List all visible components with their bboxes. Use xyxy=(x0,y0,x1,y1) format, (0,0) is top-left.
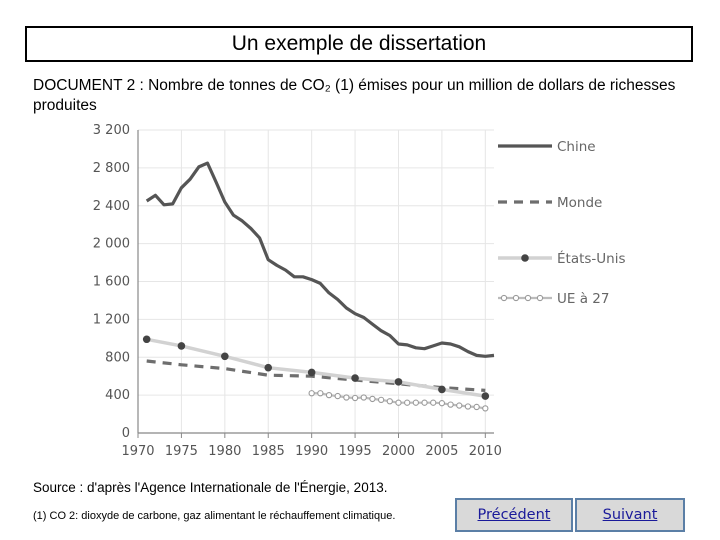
point-etats-unis xyxy=(142,335,151,344)
x-tick-label: 1995 xyxy=(339,444,372,459)
x-tick-label: 1990 xyxy=(295,444,328,459)
point-ue27 xyxy=(360,394,367,401)
y-tick-label: 1 200 xyxy=(93,312,130,327)
legend-label: Monde xyxy=(557,195,602,211)
document-title: DOCUMENT 2 : Nombre de tonnes de CO₂ (1)… xyxy=(33,77,676,114)
legend-marker-etats-unis xyxy=(521,254,529,262)
point-ue27 xyxy=(386,398,393,405)
chart-series xyxy=(142,161,495,412)
x-tick-label: 1975 xyxy=(165,444,198,459)
chart-axes: 0 400 800 1 200 1 600 2 000 2 400 2 800 3 200 197… xyxy=(93,123,502,459)
point-ue27 xyxy=(404,399,411,406)
point-ue27 xyxy=(473,403,480,411)
point-etats-unis xyxy=(221,352,229,361)
y-tick-label: 2 800 xyxy=(93,161,130,176)
x-tick-label: 2000 xyxy=(382,444,415,459)
point-etats-unis xyxy=(438,385,446,394)
point-ue27 xyxy=(482,405,489,412)
point-etats-unis xyxy=(481,392,490,400)
point-ue27 xyxy=(438,400,446,407)
x-tick-label: 1970 xyxy=(121,444,154,459)
point-ue27 xyxy=(308,390,315,397)
point-ue27 xyxy=(369,395,376,403)
chart-legend: Chine Monde États-Unis UE à 27 xyxy=(498,139,626,307)
legend-marker-ue27 xyxy=(500,294,508,302)
y-tick-label: 1 600 xyxy=(93,275,130,290)
x-tick-label: 1985 xyxy=(252,444,285,459)
point-ue27 xyxy=(377,396,385,404)
title-box: Un exemple de dissertation xyxy=(25,26,693,62)
point-ue27 xyxy=(464,403,472,410)
point-etats-unis xyxy=(307,368,316,377)
legend-label: UE à 27 xyxy=(557,291,609,307)
legend-marker-ue27 xyxy=(512,294,520,302)
y-tick-label: 3 200 xyxy=(93,123,130,138)
point-ue27 xyxy=(334,392,341,400)
page-title: Un exemple de dissertation xyxy=(231,32,487,55)
y-tick-label: 2 400 xyxy=(93,199,130,214)
next-button[interactable]: Suivant xyxy=(575,498,685,532)
point-ue27 xyxy=(343,394,350,401)
y-tick-label: 400 xyxy=(105,388,130,403)
source-text: Source : d'après l'Agence Internationale… xyxy=(33,480,388,495)
previous-button[interactable]: Précédent xyxy=(455,498,573,532)
legend-marker-ue27 xyxy=(524,294,532,302)
x-tick-label: 1980 xyxy=(208,444,241,459)
series-line-0 xyxy=(145,161,495,358)
footnote-text: (1) CO 2: dioxyde de carbone, gaz alimen… xyxy=(33,510,396,522)
y-tick-label: 800 xyxy=(105,350,130,365)
y-tick-label: 2 000 xyxy=(93,237,130,252)
legend-label: États-Unis xyxy=(557,250,626,267)
point-etats-unis xyxy=(264,363,273,372)
point-etats-unis xyxy=(177,342,186,350)
point-etats-unis xyxy=(394,378,403,386)
point-etats-unis xyxy=(351,374,359,382)
x-tick-label: 2010 xyxy=(469,444,502,459)
point-ue27 xyxy=(317,390,324,397)
point-ue27 xyxy=(395,399,402,406)
point-ue27 xyxy=(325,391,333,399)
point-ue27 xyxy=(447,401,454,408)
x-tick-label: 2005 xyxy=(425,444,458,459)
point-ue27 xyxy=(351,394,359,402)
point-ue27 xyxy=(430,399,437,406)
point-ue27 xyxy=(456,402,463,409)
point-ue27 xyxy=(412,399,420,406)
legend-label: Chine xyxy=(557,139,596,155)
point-ue27 xyxy=(421,399,428,406)
series-line-1 xyxy=(146,359,486,392)
chart-grid xyxy=(137,129,494,434)
co2-chart: 0 400 800 1 200 1 600 2 000 2 400 2 800 3 200 197… xyxy=(93,123,626,459)
y-tick-label: 0 xyxy=(122,426,130,441)
legend-marker-ue27 xyxy=(536,294,544,302)
